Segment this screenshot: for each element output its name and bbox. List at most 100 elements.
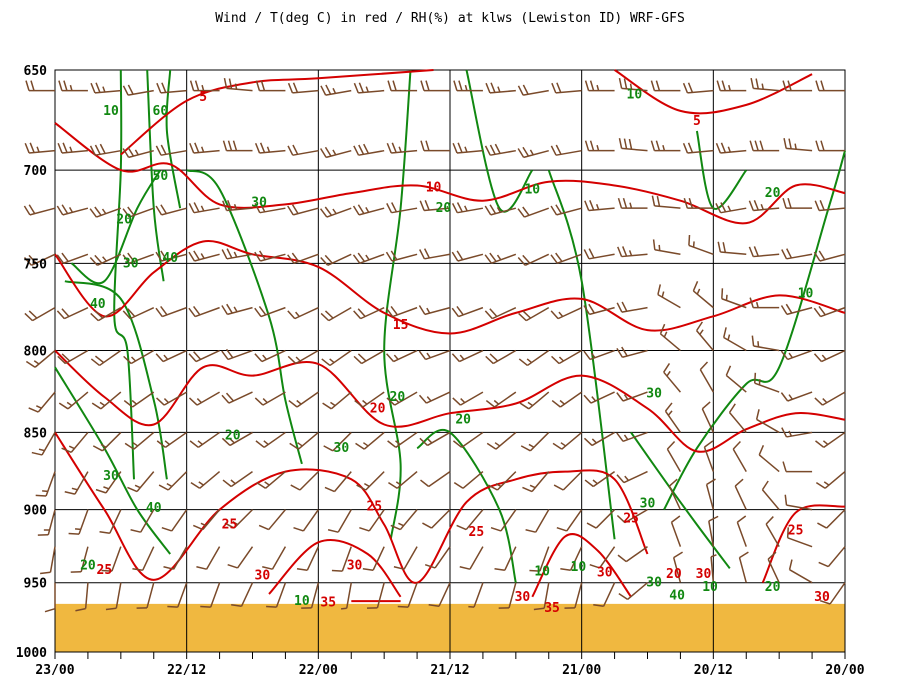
barb-flag	[94, 310, 104, 319]
barb-flag	[28, 204, 36, 215]
barb-half-flag	[560, 442, 567, 447]
rh-label: 20	[225, 429, 241, 444]
temperature-contour	[761, 504, 846, 584]
barb-flag	[91, 402, 102, 410]
barb-flag	[259, 250, 266, 261]
barb-staff	[407, 582, 418, 608]
wind-barb	[710, 554, 717, 583]
barb-half-flag	[230, 479, 236, 485]
barb-flag	[287, 310, 296, 320]
barb-flag	[657, 284, 662, 295]
barb-staff	[461, 431, 484, 448]
wind-barb	[56, 252, 89, 264]
barb-flag	[623, 138, 628, 150]
barb-flag	[550, 145, 557, 156]
barb-staff	[173, 546, 188, 570]
barb-flag	[75, 607, 86, 612]
barb-flag	[189, 142, 195, 154]
barb-flag	[818, 561, 829, 568]
barb-half-flag	[528, 443, 535, 448]
wind-barb	[550, 144, 582, 156]
wind-barb	[670, 515, 682, 547]
wind-barb	[188, 202, 220, 214]
rh-contour	[146, 69, 165, 282]
wind-barb	[453, 471, 484, 489]
wind-barb	[813, 250, 846, 262]
wind-barb	[156, 82, 187, 94]
temperature-label: 25	[788, 524, 804, 539]
barb-flag	[290, 484, 301, 491]
axes: 650 700 750 800 850 900 950 1000 23/00 22/12 22/00…	[16, 64, 865, 678]
barb-flag	[287, 254, 295, 264]
barb-flag	[425, 140, 430, 151]
barb-flag	[788, 559, 793, 570]
barb-half-flag	[164, 440, 170, 446]
barb-flag	[618, 77, 623, 89]
wind-barb	[386, 202, 418, 214]
barb-flag	[127, 146, 135, 157]
barb-flag	[699, 361, 709, 371]
wind-barb	[221, 248, 253, 260]
barb-staff	[326, 207, 352, 218]
wind-barb	[651, 195, 681, 209]
wind-barb	[420, 470, 451, 488]
barb-flag	[61, 252, 69, 262]
barb-flag	[721, 288, 724, 299]
barb-staff	[63, 253, 89, 264]
barb-flag	[583, 437, 593, 446]
barb-flag	[155, 251, 163, 262]
rh-contour	[113, 69, 135, 480]
wind-barb	[89, 143, 121, 156]
wind-barb	[522, 471, 550, 493]
barb-flag	[522, 310, 532, 319]
rh-contour	[465, 69, 534, 213]
wind-barb	[320, 253, 352, 266]
rh-label: 40	[90, 297, 106, 312]
barb-staff	[469, 546, 484, 570]
wind-barb	[618, 582, 648, 601]
barb-staff	[670, 521, 682, 547]
wind-barb	[222, 140, 253, 152]
x-tick-label: 20/12	[694, 663, 733, 678]
barb-flag	[363, 143, 370, 154]
barb-half-flag	[69, 84, 73, 91]
wind-barb	[815, 80, 845, 92]
barb-half-flag	[395, 481, 402, 486]
barb-staff	[332, 431, 352, 452]
barb-flag	[593, 604, 604, 608]
wind-barb	[616, 509, 648, 524]
barb-staff	[492, 349, 517, 365]
barb-half-flag	[130, 356, 137, 362]
wind-barb	[287, 252, 319, 264]
wind-barb	[359, 509, 385, 532]
barb-flag	[753, 200, 759, 211]
barb-flag	[130, 529, 141, 533]
rh-label: 20	[765, 186, 781, 201]
barb-staff	[602, 582, 616, 607]
barb-flag	[652, 239, 656, 250]
barb-flag	[160, 250, 168, 261]
barb-flag	[748, 246, 754, 257]
barb-flag	[616, 474, 625, 484]
wind-barb	[652, 239, 681, 256]
barb-staff	[275, 582, 287, 608]
wind-barb	[95, 471, 122, 494]
barb-flag	[734, 478, 744, 487]
barb-flag	[451, 353, 460, 363]
barb-flag	[293, 526, 304, 532]
barb-flag	[659, 323, 666, 335]
barb-flag	[725, 365, 732, 376]
wind-barb	[390, 509, 418, 531]
x-tick-label: 22/00	[299, 663, 338, 678]
barb-flag	[520, 445, 531, 452]
barb-staff	[84, 582, 89, 609]
rh-label: 10	[524, 182, 540, 197]
barb-half-flag	[198, 481, 204, 486]
barb-flag	[358, 82, 364, 93]
barb-flag	[418, 305, 426, 315]
barb-flag	[23, 256, 32, 266]
barb-flag	[61, 204, 69, 215]
y-tick-label: 800	[24, 345, 48, 360]
barb-flag	[420, 80, 425, 91]
wind-barb	[593, 582, 616, 608]
